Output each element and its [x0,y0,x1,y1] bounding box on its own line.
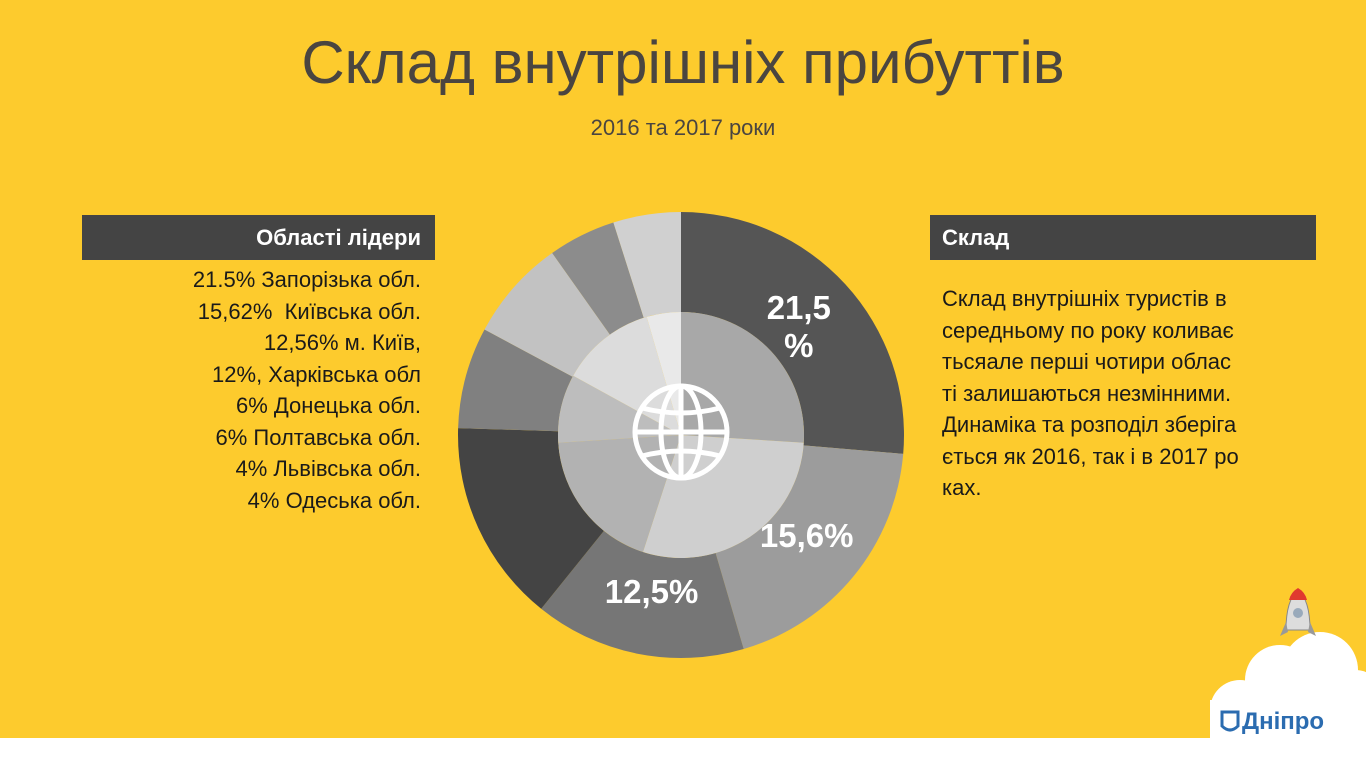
description-line: тьсяале перші чотири облас [942,349,1232,374]
leader-item: 12%, Харківська обл [212,361,421,387]
logo: Дніпро [1242,708,1325,735]
description-line: Динаміка та розподіл зберіга [942,412,1237,437]
logo-icon [1220,710,1240,732]
data-label: 12,5% [604,572,699,610]
leader-item: 4% Одеська обл. [247,487,421,513]
footer-strip [0,738,1366,768]
slice [681,212,904,454]
slice [613,212,681,318]
leader-item: 12,56% м. Київ, [263,330,421,355]
leader-item: 15,62% Київська обл. [197,298,421,324]
description: Склад внутрішніх туристів в середньому по… [942,283,1239,504]
leader-item: 6% Донецька обл. [236,393,421,418]
slice [484,252,610,377]
slice [646,312,681,435]
description-line: Склад внутрішніх туристів в [942,286,1227,311]
globe-icon [632,383,730,481]
slice [458,329,573,432]
slice [458,428,604,609]
title: Склад внутрішніх прибуттів [301,29,1065,96]
slice [573,316,681,435]
slice [541,530,744,659]
rocket [1280,588,1316,636]
description-line: ється як 2016, так і в 2017 ро [942,443,1239,469]
slice [552,222,644,335]
section-header: Склад [930,215,1316,260]
description-line: ті залишаються незмінними. [942,380,1232,406]
leader-item: 4% Львівська обл. [235,456,421,481]
slice [558,375,681,443]
leader-item: 6% Полтавська обл. [215,424,421,450]
data-label: 21,5 % [766,288,831,364]
description-line: середньому по року коливає [942,317,1234,343]
section-header: Області лідери [82,215,435,260]
description-line: ках. [942,475,982,500]
cloud [1210,632,1366,740]
leaders-list: 21.5% Запорізька обл. 15,62% Київська обл… [60,264,421,516]
leader-item: 21.5% Запорізька обл. [192,267,421,292]
data-label: 15,6% [759,517,854,555]
subtitle: 2016 та 2017 роки [590,115,776,140]
slice [715,445,904,650]
